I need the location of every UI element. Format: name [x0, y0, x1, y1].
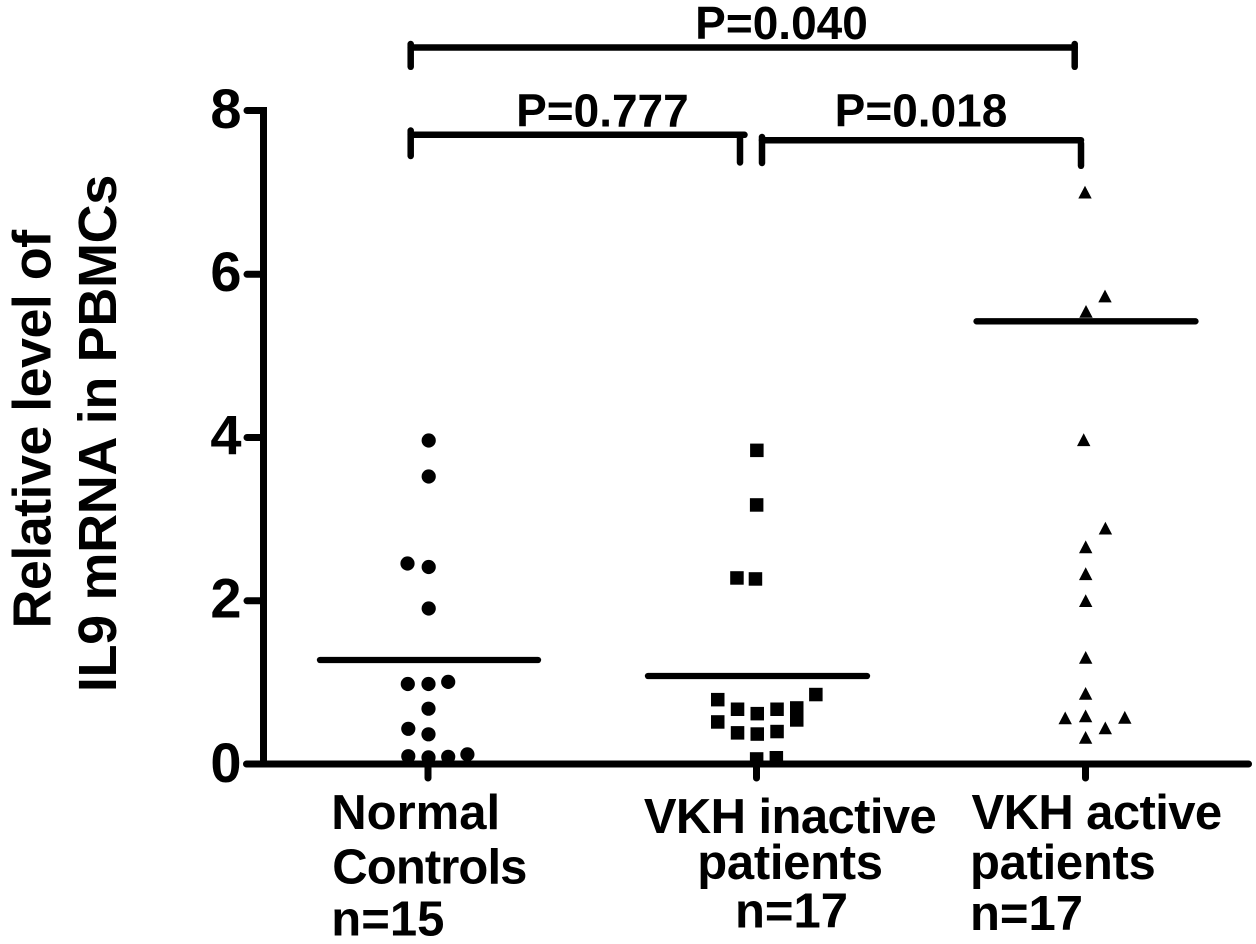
- svg-text:0: 0: [210, 731, 241, 794]
- svg-text:VKH inactive: VKH inactive: [644, 790, 936, 844]
- svg-text:2: 2: [210, 567, 241, 630]
- svg-text:P=0.040: P=0.040: [695, 0, 868, 49]
- svg-text:6: 6: [210, 240, 241, 303]
- svg-text:n=17: n=17: [970, 887, 1083, 941]
- svg-text:patients: patients: [970, 836, 1155, 890]
- svg-text:8: 8: [210, 77, 241, 140]
- svg-text:Controls: Controls: [332, 841, 526, 895]
- svg-text:patients: patients: [697, 836, 882, 890]
- svg-text:n=15: n=15: [331, 893, 444, 944]
- svg-text:VKH active: VKH active: [972, 786, 1222, 840]
- svg-text:Relative level of: Relative level of: [3, 229, 63, 629]
- svg-text:4: 4: [210, 403, 241, 466]
- svg-text:P=0.777: P=0.777: [516, 85, 689, 137]
- svg-text:Normal: Normal: [331, 786, 500, 840]
- svg-text:P=0.018: P=0.018: [835, 85, 1008, 137]
- svg-text:n=17: n=17: [735, 885, 848, 939]
- svg-text:IL9 mRNA in PBMCs: IL9 mRNA in PBMCs: [68, 175, 128, 692]
